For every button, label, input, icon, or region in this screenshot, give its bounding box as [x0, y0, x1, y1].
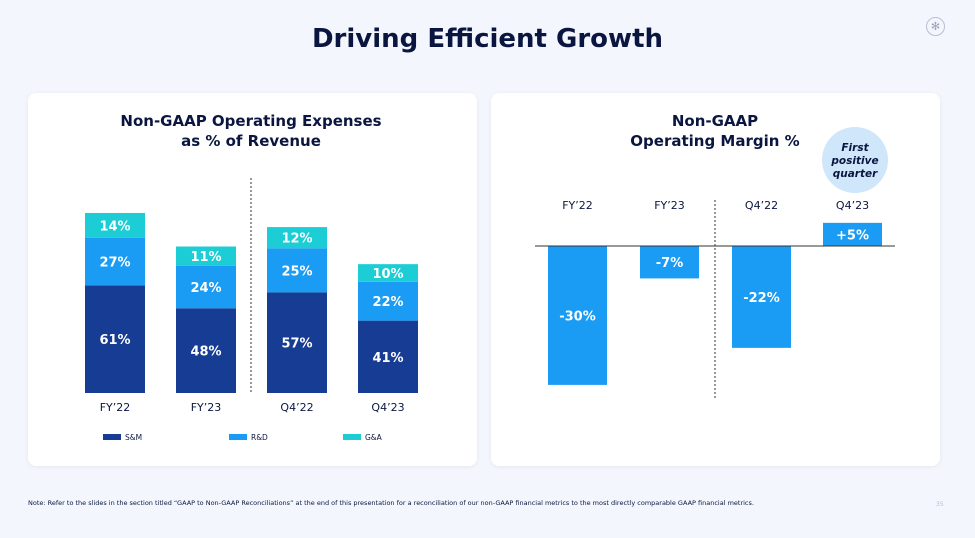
bar-sm — [85, 285, 145, 393]
x-tick-label: FY’22 — [100, 401, 131, 414]
bar-sm — [358, 320, 418, 393]
legend-swatch — [229, 434, 247, 440]
margin-chart-title: Non-GAAP — [672, 112, 758, 130]
bar-sm — [267, 292, 327, 393]
opex-chart-subtitle: as % of Revenue — [181, 132, 321, 150]
asterisk-circle-icon: ✻ — [926, 17, 945, 36]
bar-rd — [358, 281, 418, 321]
bar-label: 41% — [372, 351, 403, 366]
annotation-text: quarter — [833, 168, 878, 180]
bar-label: 11% — [190, 250, 221, 265]
margin-chart-subtitle: Operating Margin % — [630, 132, 799, 150]
bar-label: 10% — [372, 267, 403, 282]
bar-label: 14% — [99, 219, 130, 234]
legend-swatch — [103, 434, 121, 440]
bar-label: 22% — [372, 295, 403, 310]
bar-rd — [176, 265, 236, 309]
bar-label: 57% — [281, 337, 312, 352]
bar-rd — [85, 237, 145, 286]
x-tick-label: Q4’23 — [371, 401, 404, 414]
bar-label: -7% — [656, 256, 683, 271]
page-number: 35 — [936, 501, 944, 508]
x-tick-label: FY’23 — [191, 401, 222, 414]
x-tick-label: Q4’22 — [280, 401, 313, 414]
legend-label: G&A — [365, 433, 383, 442]
opex-chart-title: Non-GAAP Operating Expenses — [120, 112, 381, 130]
legend-label: R&D — [251, 433, 268, 442]
x-tick-label: Q4’22 — [745, 199, 778, 212]
bar-label: 24% — [190, 281, 221, 296]
bar-ga — [358, 264, 418, 282]
bar-label: -30% — [559, 309, 596, 324]
bar-sm — [176, 308, 236, 393]
bar-label: 61% — [99, 333, 130, 348]
bar-label: 25% — [281, 264, 312, 279]
bar-label: +5% — [836, 228, 869, 243]
bar-ga — [176, 246, 236, 266]
annotation-text: positive — [830, 155, 878, 167]
margin-bar — [732, 246, 791, 348]
page-title: Driving Efficient Growth — [311, 24, 664, 54]
bar-label: -22% — [743, 291, 780, 306]
margin-bar — [548, 246, 607, 385]
legend-label: S&M — [125, 433, 142, 442]
legend-swatch — [343, 434, 361, 440]
footnote: Note: Refer to the slides in the section… — [28, 499, 754, 507]
margin-bar — [823, 222, 882, 246]
x-tick-label: FY’22 — [562, 199, 593, 212]
bar-label: 27% — [99, 256, 130, 271]
bar-label: 12% — [281, 232, 312, 247]
margin-bar — [640, 246, 699, 279]
bar-label: 48% — [190, 345, 221, 360]
bar-ga — [85, 212, 145, 238]
x-tick-label: FY’23 — [654, 199, 685, 212]
bar-ga — [267, 227, 327, 249]
bar-rd — [267, 248, 327, 293]
annotation-bubble — [822, 127, 888, 193]
x-tick-label: Q4’23 — [836, 199, 869, 212]
annotation-text: First — [841, 142, 869, 154]
